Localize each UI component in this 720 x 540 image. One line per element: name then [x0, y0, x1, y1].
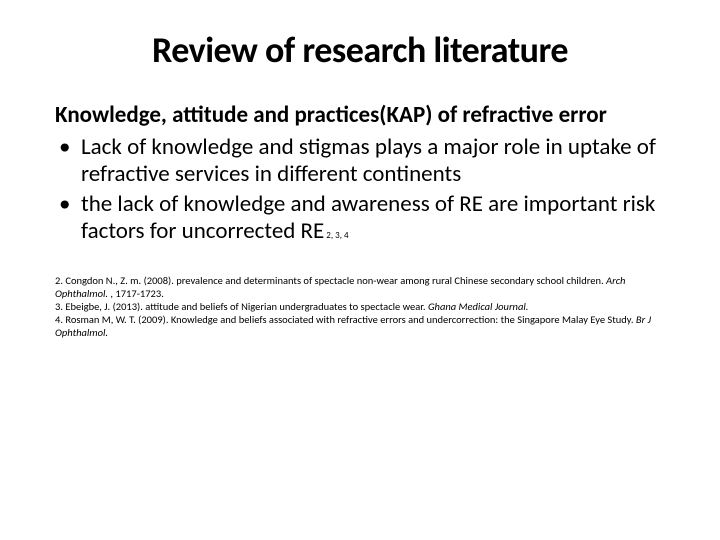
- slide-container: Review of research literature Knowledge,…: [0, 0, 720, 360]
- slide-title: Review of research literature: [55, 28, 665, 72]
- ref-text: , 1717-1723.: [108, 287, 164, 300]
- ref-text: 3. Ebeigbe, J. (2013). attitude and beli…: [55, 300, 428, 313]
- ref-text: 4. Rosman M, W. T. (2009). Knowledge and…: [55, 313, 636, 326]
- bullet-item: Lack of knowledge and stigmas plays a ma…: [55, 134, 665, 189]
- references-block: 2. Congdon N., Z. m. (2008). prevalence …: [55, 274, 665, 340]
- citation-marker: 2, 3, 4: [324, 230, 348, 241]
- bullet-text: Lack of knowledge and stigmas plays a ma…: [81, 133, 656, 189]
- ref-journal: Ghana Medical Journal.: [428, 300, 528, 313]
- reference-item: 2. Congdon N., Z. m. (2008). prevalence …: [55, 274, 665, 300]
- bullet-list: Lack of knowledge and stigmas plays a ma…: [55, 134, 665, 246]
- bullet-text: the lack of knowledge and awareness of R…: [81, 190, 655, 246]
- bullet-item: the lack of knowledge and awareness of R…: [55, 191, 665, 246]
- section-subtitle: Knowledge, attitude and practices(KAP) o…: [55, 102, 665, 130]
- ref-text: 2. Congdon N., Z. m. (2008). prevalence …: [55, 274, 606, 287]
- reference-item: 4. Rosman M, W. T. (2009). Knowledge and…: [55, 313, 665, 339]
- reference-item: 3. Ebeigbe, J. (2013). attitude and beli…: [55, 300, 665, 313]
